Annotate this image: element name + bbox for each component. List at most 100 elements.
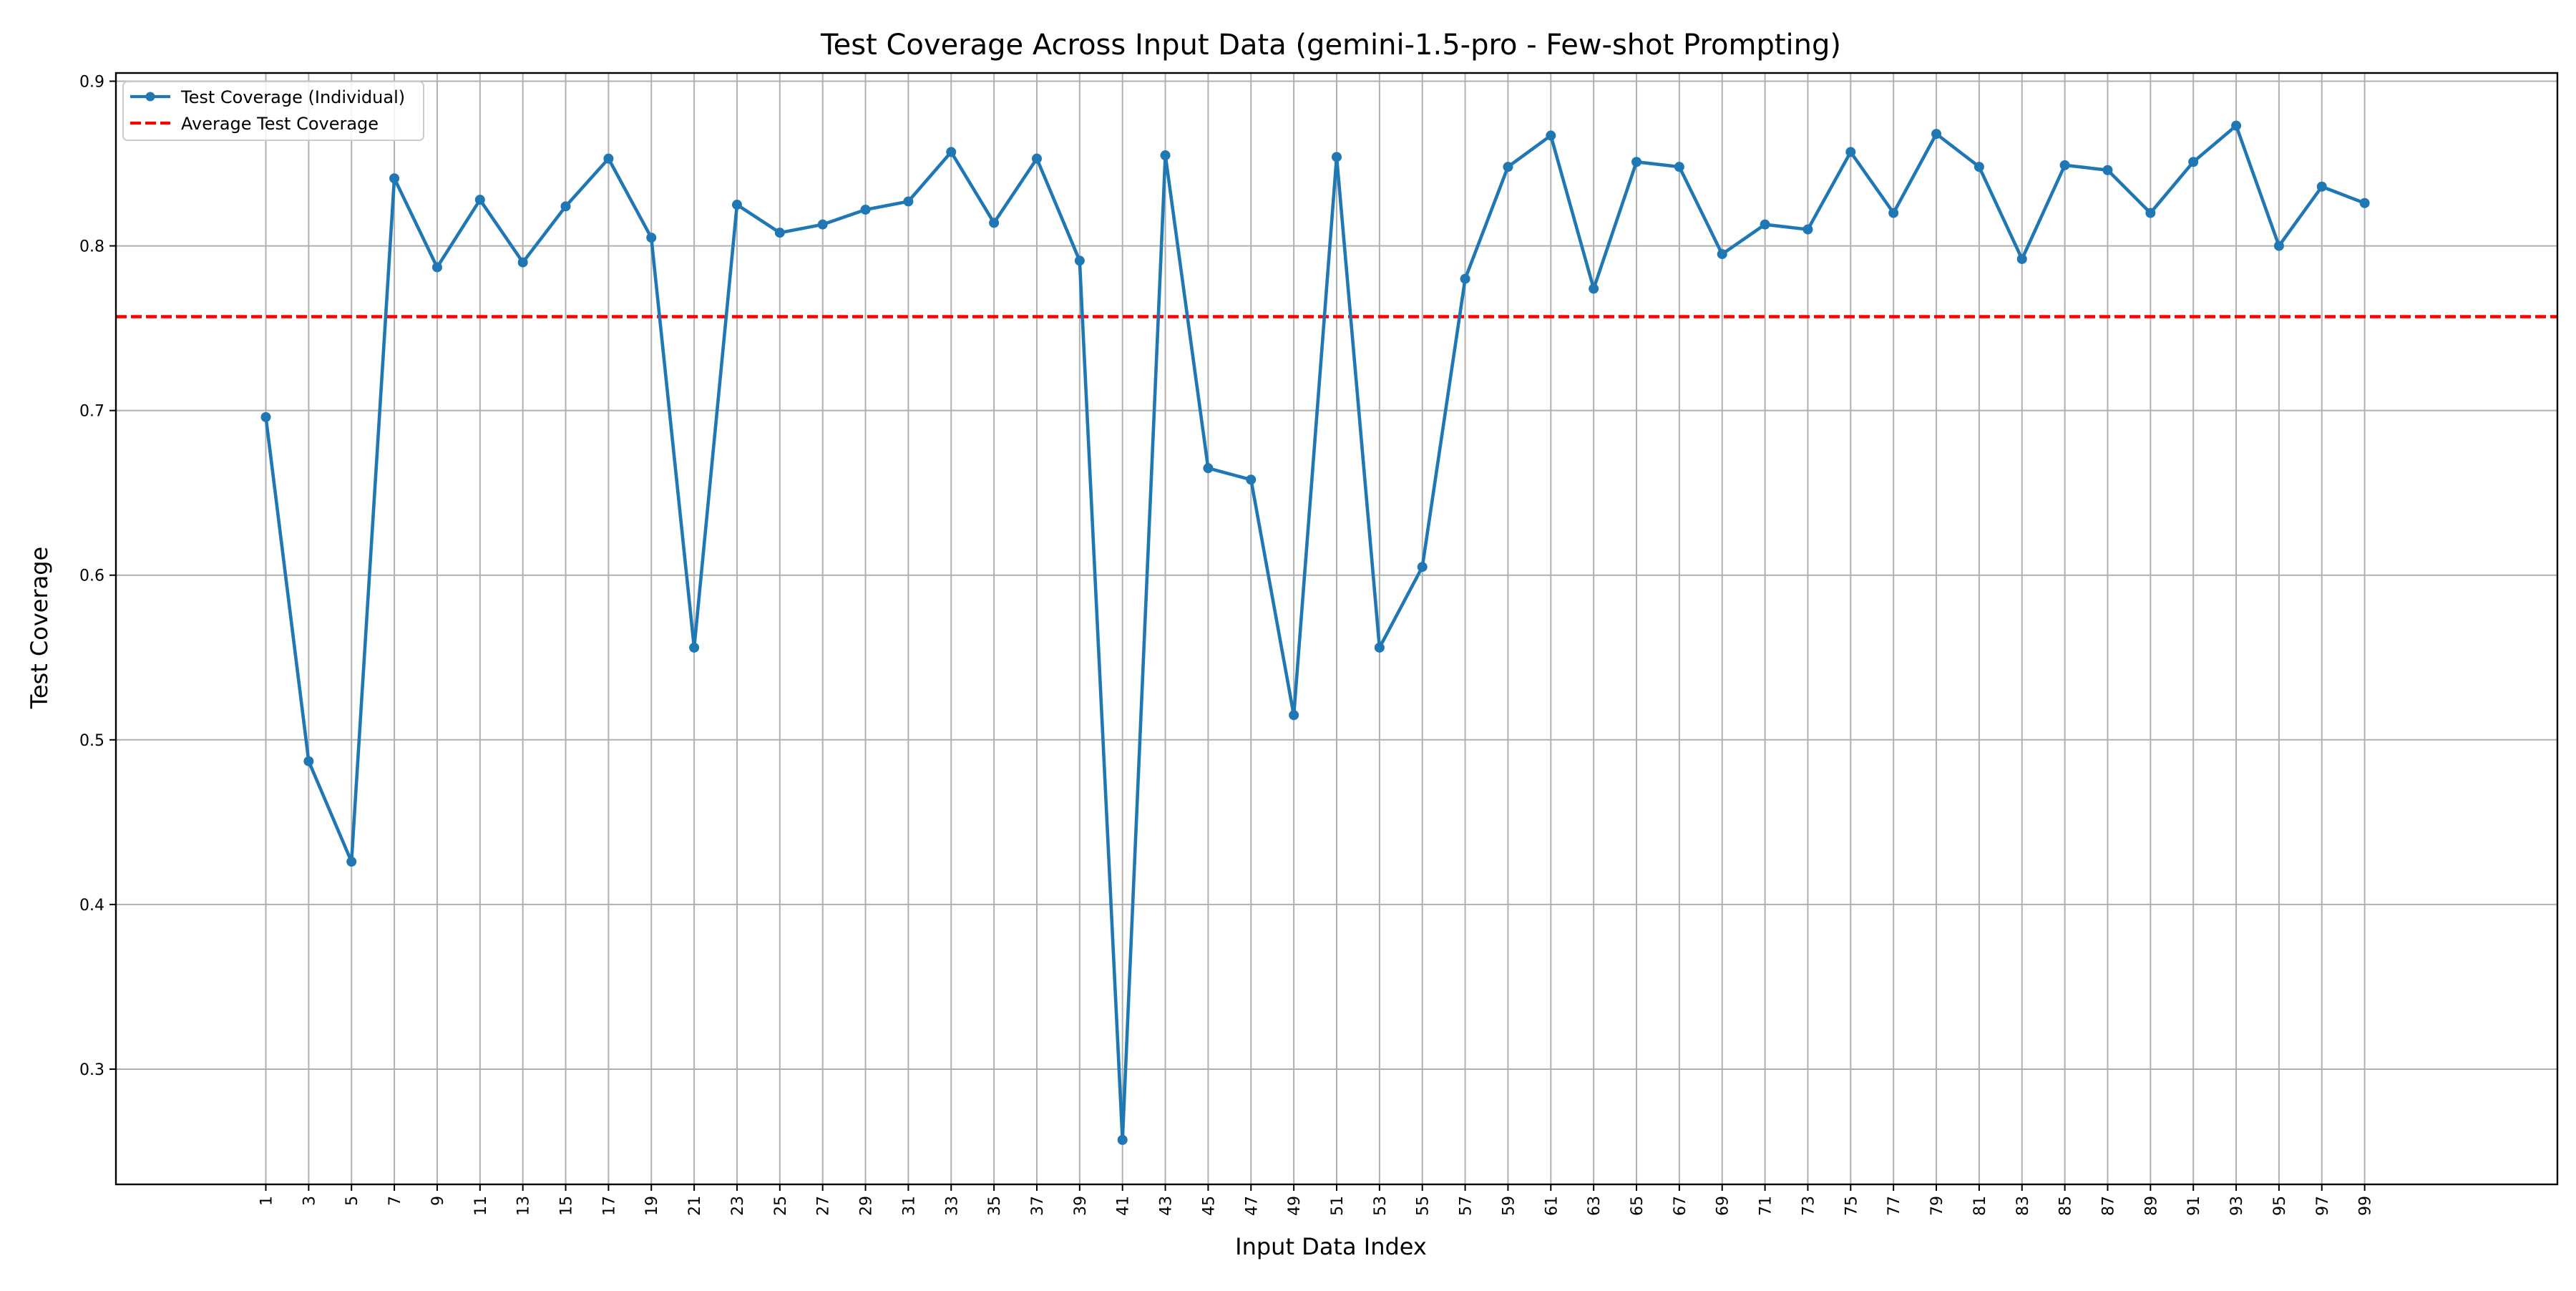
coverage-data-point — [2059, 160, 2070, 170]
x-tick-label: 69 — [1714, 1196, 1732, 1216]
chart-title: Test Coverage Across Input Data (gemini-… — [820, 29, 1841, 62]
coverage-data-point — [1845, 147, 1856, 157]
x-axis-label: Input Data Index — [1235, 1233, 1427, 1260]
legend-box — [122, 81, 424, 141]
coverage-data-point — [431, 262, 442, 273]
x-tick-label: 71 — [1757, 1196, 1775, 1216]
x-tick-label: 77 — [1885, 1196, 1903, 1216]
series-layer — [260, 120, 2370, 1145]
x-tick-label: 73 — [1800, 1196, 1818, 1216]
coverage-data-point — [2145, 208, 2156, 218]
coverage-data-point — [1332, 152, 1342, 162]
coverage-data-point — [774, 228, 785, 238]
coverage-data-point — [1974, 162, 1984, 172]
coverage-data-point — [389, 173, 400, 184]
x-tick-label: 93 — [2228, 1196, 2246, 1216]
x-tick-label: 23 — [729, 1196, 747, 1216]
x-tick-label: 19 — [643, 1196, 661, 1216]
axis-ticks: 1 3 5 7 9 11 13 15 17 19 21 23 25 27 29 31 33 35 37 39 41 43 4… — [79, 74, 2375, 1216]
x-tick-label: 83 — [2014, 1196, 2032, 1216]
grid-lines — [116, 73, 2557, 1184]
x-tick-label: 17 — [600, 1196, 618, 1216]
coverage-data-point — [946, 147, 957, 157]
x-tick-label: 37 — [1029, 1196, 1047, 1216]
x-tick-label: 25 — [772, 1196, 790, 1216]
coverage-data-point — [1460, 273, 1470, 284]
x-tick-label: 75 — [1843, 1196, 1860, 1216]
x-tick-label: 43 — [1158, 1196, 1176, 1216]
coverage-data-point — [2359, 198, 2370, 208]
y-tick-label: 0.4 — [79, 897, 104, 915]
x-tick-label: 41 — [1115, 1196, 1133, 1216]
coverage-data-point — [2188, 157, 2199, 167]
x-tick-label: 27 — [815, 1196, 833, 1216]
coverage-data-point — [731, 200, 742, 210]
y-axis-label: Test Coverage — [26, 547, 53, 710]
coverage-data-point — [1546, 130, 1556, 141]
x-tick-label: 47 — [1243, 1196, 1261, 1216]
coverage-data-point — [2273, 240, 2284, 251]
coverage-data-point — [346, 857, 357, 867]
x-tick-label: 99 — [2357, 1196, 2375, 1216]
legend-label-individual: Test Coverage (Individual) — [180, 87, 405, 107]
y-tick-label: 0.6 — [79, 567, 104, 585]
x-tick-label: 13 — [515, 1196, 533, 1216]
x-tick-label: 87 — [2099, 1196, 2117, 1216]
x-tick-label: 35 — [986, 1196, 1004, 1216]
x-tick-label: 61 — [1543, 1196, 1561, 1216]
legend-marker-individual — [145, 92, 155, 102]
x-tick-label: 59 — [1500, 1196, 1518, 1216]
x-tick-label: 67 — [1672, 1196, 1689, 1216]
x-tick-label: 7 — [386, 1196, 404, 1206]
coverage-data-point — [1631, 157, 1642, 167]
coverage-data-point — [817, 219, 828, 230]
coverage-data-point — [1117, 1134, 1128, 1145]
coverage-data-point — [1802, 224, 1813, 235]
coverage-data-point — [560, 201, 571, 212]
coverage-data-point — [1503, 162, 1513, 172]
y-tick-label: 0.8 — [79, 238, 104, 256]
coverage-data-point — [646, 233, 657, 243]
coverage-data-point — [2316, 181, 2327, 192]
x-tick-label: 31 — [900, 1196, 918, 1216]
coverage-data-point — [2102, 165, 2113, 175]
coverage-data-point — [2016, 253, 2027, 264]
coverage-data-point — [603, 153, 614, 164]
x-tick-label: 21 — [686, 1196, 704, 1216]
x-tick-label: 95 — [2271, 1196, 2289, 1216]
x-tick-label: 63 — [1586, 1196, 1604, 1216]
coverage-data-point — [1203, 463, 1214, 474]
x-tick-label: 33 — [943, 1196, 961, 1216]
x-tick-label: 5 — [343, 1196, 361, 1206]
x-tick-label: 57 — [1458, 1196, 1475, 1216]
coverage-data-point — [903, 196, 914, 207]
y-tick-label: 0.7 — [79, 403, 104, 421]
x-tick-label: 89 — [2142, 1196, 2160, 1216]
x-tick-label: 11 — [472, 1196, 490, 1216]
coverage-data-point — [1931, 129, 1942, 140]
coverage-data-point — [1160, 150, 1171, 161]
y-tick-label: 0.9 — [79, 74, 104, 92]
x-tick-label: 15 — [558, 1196, 576, 1216]
coverage-data-point — [1289, 710, 1299, 721]
coverage-data-point — [517, 257, 528, 268]
coverage-data-point — [260, 411, 271, 422]
coverage-data-point — [989, 218, 1000, 228]
y-tick-label: 0.5 — [79, 732, 104, 750]
legend: Test Coverage (Individual) Average Test … — [122, 81, 424, 141]
coverage-data-point — [2231, 120, 2242, 131]
x-tick-label: 51 — [1329, 1196, 1347, 1216]
x-tick-label: 29 — [858, 1196, 876, 1216]
coverage-data-point — [689, 642, 700, 653]
coverage-data-point — [1417, 562, 1428, 573]
x-tick-label: 81 — [1971, 1196, 1989, 1216]
coverage-data-point — [1074, 255, 1085, 266]
x-tick-label: 79 — [1928, 1196, 1946, 1216]
coverage-data-point — [1888, 208, 1899, 218]
x-tick-label: 9 — [429, 1196, 447, 1206]
x-tick-label: 45 — [1200, 1196, 1218, 1216]
legend-label-average: Average Test Coverage — [181, 114, 379, 134]
coverage-data-point — [1374, 642, 1385, 653]
